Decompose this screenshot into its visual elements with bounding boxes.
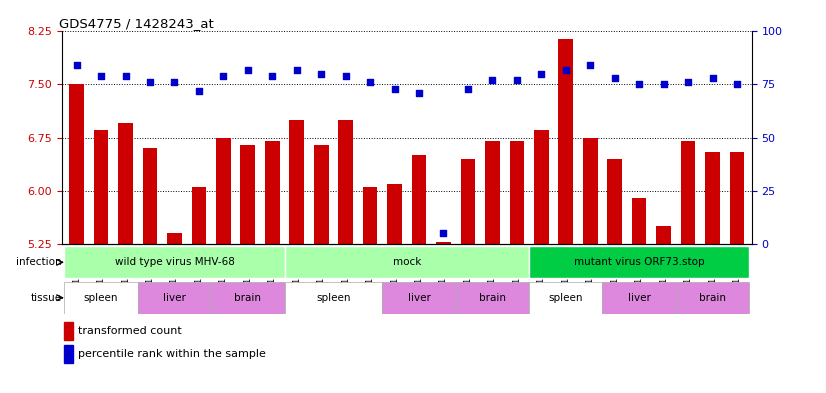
Text: transformed count: transformed count xyxy=(78,325,182,336)
Bar xyxy=(607,159,622,244)
Bar xyxy=(602,282,676,314)
Bar xyxy=(729,152,744,244)
Bar xyxy=(211,282,284,314)
Bar xyxy=(411,155,426,244)
Bar xyxy=(339,120,353,244)
Bar xyxy=(510,141,525,244)
Point xyxy=(144,79,157,86)
Text: mock: mock xyxy=(392,257,421,267)
Text: percentile rank within the sample: percentile rank within the sample xyxy=(78,349,265,359)
Bar xyxy=(64,321,74,340)
Point xyxy=(290,66,303,73)
Text: brain: brain xyxy=(479,293,506,303)
Bar xyxy=(265,141,280,244)
Bar xyxy=(118,123,133,244)
Point xyxy=(559,66,572,73)
Bar xyxy=(387,184,402,244)
Bar xyxy=(583,138,597,244)
Bar xyxy=(284,246,529,278)
Point xyxy=(657,81,670,88)
Point xyxy=(706,75,719,81)
Point xyxy=(633,81,646,88)
Bar xyxy=(167,233,182,244)
Bar xyxy=(529,246,749,278)
Point xyxy=(266,73,279,79)
Bar xyxy=(64,246,284,278)
Point xyxy=(192,88,206,94)
Bar xyxy=(69,84,84,244)
Bar xyxy=(529,282,602,314)
Bar xyxy=(192,187,206,244)
Text: brain: brain xyxy=(235,293,261,303)
Point xyxy=(510,77,524,83)
Bar xyxy=(289,120,304,244)
Point xyxy=(608,75,621,81)
Bar xyxy=(461,159,475,244)
Bar xyxy=(93,130,108,244)
Text: mutant virus ORF73.stop: mutant virus ORF73.stop xyxy=(574,257,705,267)
Bar xyxy=(382,282,456,314)
Point xyxy=(584,62,597,68)
Bar xyxy=(314,145,329,244)
Bar xyxy=(534,130,548,244)
Bar xyxy=(64,282,138,314)
Text: wild type virus MHV-68: wild type virus MHV-68 xyxy=(115,257,235,267)
Point xyxy=(437,230,450,236)
Bar xyxy=(657,226,671,244)
Bar xyxy=(240,145,255,244)
Text: GDS4775 / 1428243_at: GDS4775 / 1428243_at xyxy=(59,17,213,30)
Point xyxy=(168,79,181,86)
Bar xyxy=(143,148,157,244)
Point xyxy=(216,73,230,79)
Text: liver: liver xyxy=(628,293,651,303)
Point xyxy=(388,86,401,92)
Bar xyxy=(485,141,500,244)
Point xyxy=(70,62,83,68)
Bar xyxy=(632,198,647,244)
Point xyxy=(534,71,548,77)
Point xyxy=(315,71,328,77)
Point xyxy=(486,77,499,83)
Bar xyxy=(681,141,695,244)
Bar xyxy=(64,345,74,363)
Text: liver: liver xyxy=(407,293,430,303)
Text: brain: brain xyxy=(699,293,726,303)
Text: spleen: spleen xyxy=(83,293,118,303)
Point xyxy=(241,66,254,73)
Point xyxy=(119,73,132,79)
Bar xyxy=(558,39,573,244)
Text: spleen: spleen xyxy=(548,293,583,303)
Point xyxy=(94,73,107,79)
Bar xyxy=(216,138,230,244)
Point xyxy=(412,90,425,96)
Point xyxy=(730,81,743,88)
Bar xyxy=(363,187,377,244)
Text: tissue: tissue xyxy=(31,293,61,303)
Bar xyxy=(436,242,451,244)
Point xyxy=(339,73,352,79)
Text: infection: infection xyxy=(16,257,61,267)
Bar xyxy=(138,282,211,314)
Bar xyxy=(456,282,529,314)
Text: spleen: spleen xyxy=(316,293,351,303)
Bar xyxy=(676,282,749,314)
Bar xyxy=(705,152,720,244)
Point xyxy=(681,79,695,86)
Bar xyxy=(284,282,382,314)
Point xyxy=(462,86,475,92)
Text: liver: liver xyxy=(163,293,186,303)
Point xyxy=(363,79,377,86)
